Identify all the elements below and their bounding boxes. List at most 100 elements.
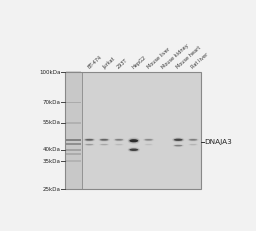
Ellipse shape — [84, 144, 94, 146]
Ellipse shape — [174, 139, 183, 141]
Ellipse shape — [84, 138, 95, 141]
Ellipse shape — [143, 138, 154, 141]
Bar — [66, 71, 81, 73]
Bar — [66, 139, 81, 141]
Bar — [65, 72, 82, 189]
Ellipse shape — [114, 144, 124, 146]
Ellipse shape — [174, 139, 183, 141]
Ellipse shape — [99, 138, 110, 141]
Ellipse shape — [173, 145, 183, 147]
Ellipse shape — [99, 139, 109, 141]
Ellipse shape — [189, 144, 197, 145]
Text: 55kDa: 55kDa — [42, 120, 60, 125]
Ellipse shape — [99, 139, 109, 141]
Ellipse shape — [188, 138, 198, 141]
Ellipse shape — [129, 139, 138, 142]
Ellipse shape — [115, 144, 123, 145]
Ellipse shape — [189, 144, 197, 145]
Ellipse shape — [144, 139, 153, 140]
Ellipse shape — [114, 139, 124, 141]
Ellipse shape — [101, 144, 108, 145]
Ellipse shape — [145, 139, 153, 141]
Ellipse shape — [85, 139, 94, 141]
Text: Jurkat: Jurkat — [102, 57, 116, 70]
Ellipse shape — [115, 139, 123, 140]
Ellipse shape — [145, 144, 153, 145]
Bar — [65, 72, 200, 189]
Ellipse shape — [127, 137, 140, 144]
Ellipse shape — [100, 144, 109, 145]
Bar — [82, 72, 200, 189]
Ellipse shape — [114, 139, 124, 141]
Bar — [66, 143, 81, 145]
Ellipse shape — [174, 145, 183, 146]
Ellipse shape — [115, 144, 123, 145]
Ellipse shape — [85, 144, 93, 145]
Ellipse shape — [174, 145, 182, 146]
Ellipse shape — [85, 144, 94, 145]
Bar — [66, 102, 81, 103]
Ellipse shape — [129, 140, 138, 142]
Ellipse shape — [85, 139, 94, 140]
Ellipse shape — [189, 139, 197, 141]
Ellipse shape — [100, 144, 108, 145]
Ellipse shape — [130, 140, 138, 141]
Ellipse shape — [189, 144, 197, 145]
Ellipse shape — [174, 139, 183, 140]
Ellipse shape — [174, 145, 183, 146]
Ellipse shape — [173, 144, 184, 147]
Text: 70kDa: 70kDa — [42, 100, 60, 105]
Bar — [66, 153, 81, 155]
Ellipse shape — [128, 138, 140, 144]
Ellipse shape — [189, 139, 197, 140]
Ellipse shape — [174, 145, 182, 146]
Ellipse shape — [86, 144, 93, 145]
Ellipse shape — [190, 144, 196, 145]
Ellipse shape — [84, 139, 94, 141]
Bar — [66, 122, 81, 124]
Ellipse shape — [145, 144, 152, 145]
Ellipse shape — [172, 137, 185, 142]
Ellipse shape — [100, 139, 108, 141]
Ellipse shape — [188, 139, 198, 141]
Ellipse shape — [188, 139, 198, 141]
Ellipse shape — [84, 143, 94, 146]
Ellipse shape — [115, 139, 123, 141]
Ellipse shape — [144, 139, 153, 141]
Ellipse shape — [86, 144, 93, 145]
Text: Mouse kidney: Mouse kidney — [161, 43, 190, 70]
Ellipse shape — [145, 144, 152, 145]
Text: 293T: 293T — [116, 58, 129, 70]
Text: 35kDa: 35kDa — [42, 158, 60, 164]
Ellipse shape — [144, 144, 153, 145]
Ellipse shape — [128, 148, 139, 152]
Ellipse shape — [115, 144, 123, 145]
Ellipse shape — [172, 138, 184, 142]
Text: HepG2: HepG2 — [131, 55, 147, 70]
Ellipse shape — [128, 138, 139, 143]
Text: Mouse liver: Mouse liver — [146, 47, 171, 70]
Ellipse shape — [115, 144, 123, 145]
Text: Mouse heart: Mouse heart — [176, 46, 202, 70]
Text: Rat liver: Rat liver — [190, 52, 210, 70]
Ellipse shape — [116, 144, 122, 145]
Ellipse shape — [173, 138, 184, 141]
Ellipse shape — [100, 144, 108, 145]
Ellipse shape — [173, 139, 183, 141]
Ellipse shape — [189, 144, 197, 145]
Bar — [66, 149, 81, 151]
Ellipse shape — [84, 139, 95, 141]
Ellipse shape — [100, 144, 109, 145]
Ellipse shape — [129, 139, 139, 143]
Ellipse shape — [127, 147, 140, 152]
Text: DNAJA3: DNAJA3 — [204, 139, 232, 145]
Ellipse shape — [188, 144, 198, 146]
Ellipse shape — [129, 148, 139, 151]
Text: 100kDa: 100kDa — [39, 70, 60, 75]
Ellipse shape — [99, 144, 109, 146]
Text: 25kDa: 25kDa — [42, 187, 60, 192]
Ellipse shape — [128, 147, 140, 152]
Ellipse shape — [114, 138, 124, 141]
Ellipse shape — [129, 149, 138, 151]
Ellipse shape — [130, 149, 138, 150]
